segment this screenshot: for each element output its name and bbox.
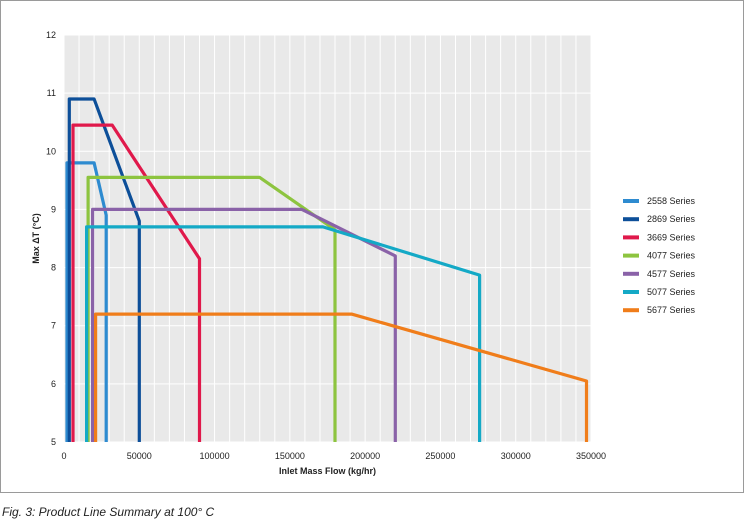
legend-label: 5077 Series	[647, 287, 696, 297]
x-tick-label: 200000	[350, 451, 380, 461]
legend-label: 4077 Series	[647, 251, 696, 261]
legend-label: 2869 Series	[647, 214, 696, 224]
x-tick-label: 150000	[275, 451, 305, 461]
x-axis-title: Inlet Mass Flow (kg/hr)	[279, 466, 376, 476]
x-tick-label: 50000	[127, 451, 152, 461]
legend-label: 5677 Series	[647, 305, 696, 315]
legend-label: 3669 Series	[647, 232, 696, 242]
y-tick-label: 11	[47, 88, 56, 98]
y-tick-label: 5	[51, 437, 56, 447]
y-tick-label: 10	[46, 146, 56, 156]
series-line-5	[90, 207, 397, 442]
series-line-6	[84, 225, 482, 442]
x-tick-label: 300000	[501, 451, 531, 461]
series-line-1	[65, 161, 108, 442]
legend-label: 2558 Series	[647, 196, 696, 206]
y-tick-label: 9	[51, 204, 56, 214]
figure-caption: Fig. 3: Product Line Summary at 100° C	[2, 505, 215, 519]
y-axis-title: Max ΔT (°C)	[31, 213, 41, 264]
y-tick-label: 8	[51, 263, 56, 273]
y-tick-label: 12	[46, 30, 56, 40]
chart-frame: 0 50000 100000 150000 200000 250000 300000 3500…	[0, 0, 744, 493]
x-tick-label: 250000	[425, 451, 455, 461]
y-tick-label: 6	[51, 379, 56, 389]
series-line-2	[67, 97, 141, 442]
x-tick-label: 100000	[200, 451, 230, 461]
line-chart: 0 50000 100000 150000 200000 250000 300000 3500…	[31, 30, 696, 476]
x-tick-label: 350000	[576, 451, 606, 461]
x-tick-label: 0	[61, 451, 66, 461]
plot-area	[64, 35, 591, 442]
series-line-7	[93, 312, 589, 442]
series-line-3	[71, 123, 202, 442]
legend-label: 4577 Series	[647, 269, 696, 279]
y-tick-label: 7	[51, 321, 56, 331]
